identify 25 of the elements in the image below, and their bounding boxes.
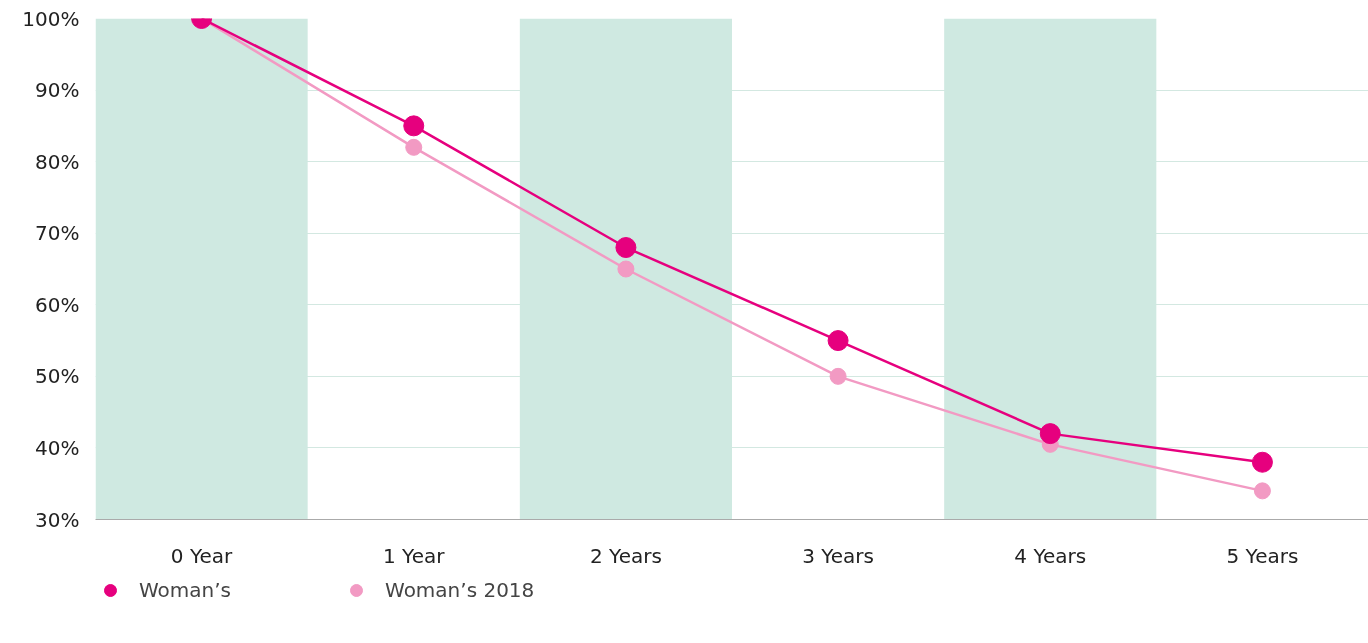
x-tick-label: 5 Years <box>1226 543 1299 568</box>
x-tick-label: 2 Years <box>589 543 662 568</box>
y-tick-label: 40% <box>35 435 80 460</box>
x-tick-label: 1 Year <box>383 543 446 568</box>
y-tick-label: 100% <box>22 6 80 31</box>
y-tick-label: 50% <box>35 364 80 389</box>
legend-label: Woman’s 2018 <box>385 578 535 602</box>
point <box>829 367 847 385</box>
y-tick-label: 30% <box>35 507 80 532</box>
point <box>1253 482 1271 500</box>
legend-label: Woman’s <box>139 578 232 602</box>
point <box>617 260 635 278</box>
point <box>1039 423 1061 445</box>
y-tick-label: 90% <box>35 78 80 103</box>
x-tick-label: 3 Years <box>802 543 875 568</box>
x-tick-label: 4 Years <box>1014 543 1087 568</box>
x-tick-label: 0 Year <box>170 543 234 568</box>
point <box>405 138 423 156</box>
point <box>403 115 425 137</box>
point <box>615 237 637 259</box>
y-tick-label: 60% <box>35 292 80 317</box>
y-tick-label: 80% <box>35 149 80 174</box>
point <box>1251 451 1273 473</box>
point <box>827 330 849 352</box>
y-tick-label: 70% <box>35 221 80 246</box>
